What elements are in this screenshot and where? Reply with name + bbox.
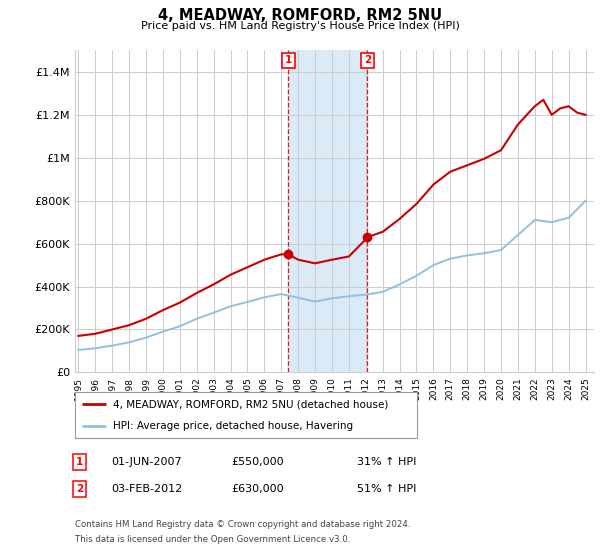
Text: 2: 2 <box>364 55 371 65</box>
Text: Price paid vs. HM Land Registry's House Price Index (HPI): Price paid vs. HM Land Registry's House … <box>140 21 460 31</box>
Text: 4, MEADWAY, ROMFORD, RM2 5NU (detached house): 4, MEADWAY, ROMFORD, RM2 5NU (detached h… <box>113 399 388 409</box>
Text: 31% ↑ HPI: 31% ↑ HPI <box>357 457 416 467</box>
Text: 51% ↑ HPI: 51% ↑ HPI <box>357 484 416 494</box>
Bar <box>289 50 367 372</box>
Text: £630,000: £630,000 <box>231 484 284 494</box>
Text: 1: 1 <box>76 457 83 467</box>
Text: Contains HM Land Registry data © Crown copyright and database right 2024.: Contains HM Land Registry data © Crown c… <box>75 520 410 529</box>
Text: HPI: Average price, detached house, Havering: HPI: Average price, detached house, Have… <box>113 421 353 431</box>
Text: 01-JUN-2007: 01-JUN-2007 <box>111 457 182 467</box>
Text: £550,000: £550,000 <box>231 457 284 467</box>
Text: 4, MEADWAY, ROMFORD, RM2 5NU: 4, MEADWAY, ROMFORD, RM2 5NU <box>158 8 442 24</box>
Text: 03-FEB-2012: 03-FEB-2012 <box>111 484 182 494</box>
Text: 2: 2 <box>76 484 83 494</box>
Text: This data is licensed under the Open Government Licence v3.0.: This data is licensed under the Open Gov… <box>75 535 350 544</box>
Text: 1: 1 <box>285 55 292 65</box>
